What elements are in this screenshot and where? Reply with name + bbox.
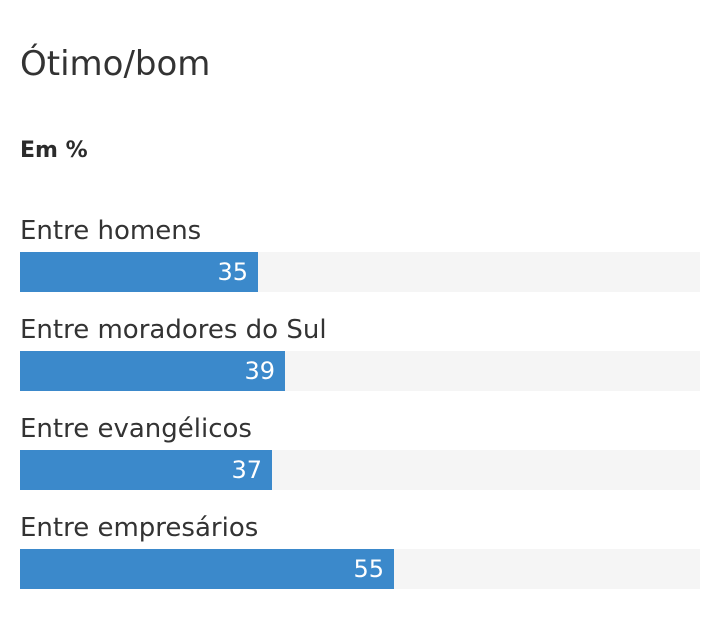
bar-track: 39 [20,351,700,391]
bar-value-label: 39 [244,357,275,385]
category-label: Entre evangélicos [20,414,252,444]
bar-value-label: 37 [231,456,262,484]
bar-row: Entre homens 35 [20,211,700,310]
bar: 37 [20,450,272,490]
bar-value-label: 55 [353,555,384,583]
bar-row: Entre empresários 55 [20,508,700,607]
bar-track: 55 [20,549,700,589]
bar: 35 [20,252,258,292]
bar-track: 37 [20,450,700,490]
bar-value-label: 35 [217,258,248,286]
chart-title: Ótimo/bom [20,44,211,84]
category-label: Entre moradores do Sul [20,315,327,345]
bar-row: Entre moradores do Sul 39 [20,310,700,409]
bar-row: Entre evangélicos 37 [20,409,700,508]
bar-track: 35 [20,252,700,292]
bar: 39 [20,351,285,391]
category-label: Entre homens [20,216,202,246]
category-label: Entre empresários [20,513,259,543]
bar: 55 [20,549,394,589]
chart-subtitle: Em % [20,138,88,163]
bar-rows: Entre homens 35 Entre moradores do Sul 3… [20,211,700,607]
